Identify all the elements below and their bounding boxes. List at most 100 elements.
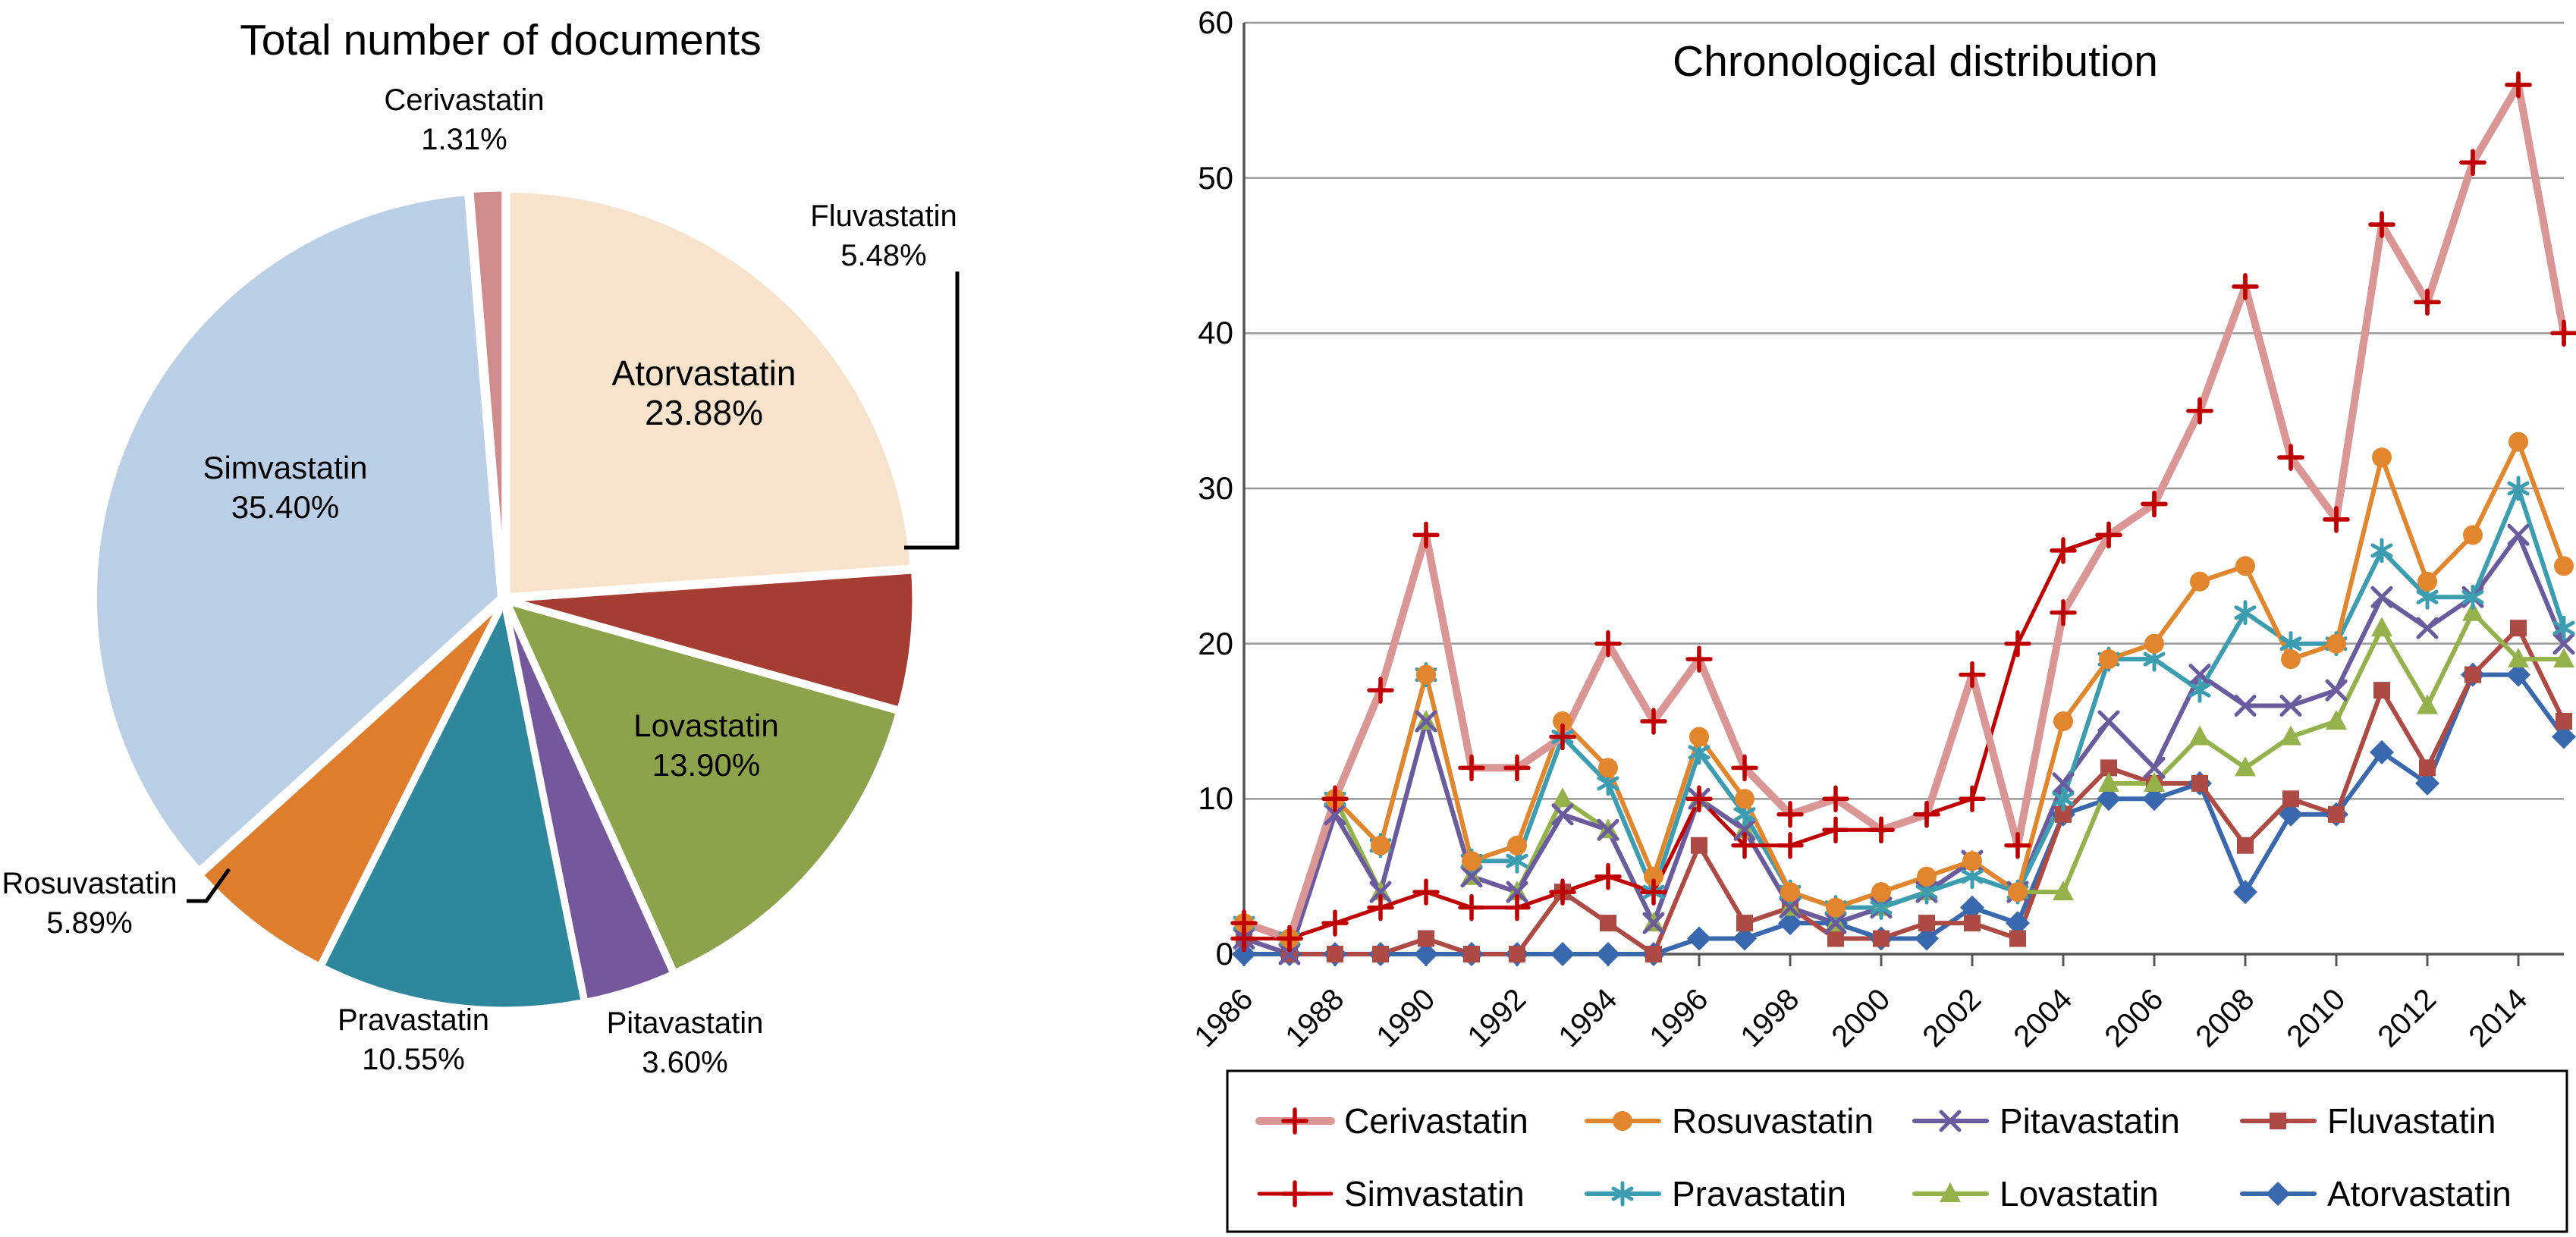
marker-cerivastatin-1996 [1685, 645, 1713, 673]
marker-simvastatin-1996 [1685, 785, 1713, 813]
marker-pitavastatin-1989 [1369, 881, 1392, 903]
y-tick-label-60: 60 [1198, 5, 1233, 40]
marker-rosuvastatin-2011 [2372, 447, 2392, 468]
marker-pitavastatin-1988 [1324, 803, 1346, 826]
series-markers-cerivastatin [1230, 71, 2576, 953]
marker-simvastatin-1989 [1367, 893, 1394, 921]
pie-chart-panel: Total number of documents Atorvastatin 23… [0, 0, 1168, 1237]
pie-slice-rosuvastatin [198, 600, 504, 969]
marker-fluvastatin-2004 [2055, 805, 2072, 823]
marker-simvastatin-1988 [1321, 909, 1349, 937]
marker-lovastatin-2012 [2417, 694, 2438, 714]
pie-value-fluvastatin: 5.48% [840, 239, 926, 272]
marker-rosuvastatin-2002 [1962, 851, 1982, 871]
marker-pitavastatin-2006 [2143, 756, 2166, 779]
marker-rosuvastatin-1993 [1553, 711, 1572, 731]
marker-fluvastatin-2003 [2009, 930, 2026, 947]
marker-atorvastatin-2005 [2097, 786, 2121, 812]
gridlines-group [1244, 21, 2564, 800]
marker-fluvastatin-2001 [1918, 915, 1935, 932]
marker-pitavastatin-2011 [2370, 586, 2393, 608]
marker-lovastatin-2004 [2053, 881, 2074, 901]
marker-pitavastatin-1998 [1779, 896, 1802, 919]
legend-label-rosuvastatin: Rosuvastatin [1672, 1101, 1874, 1141]
marker-rosuvastatin-2003 [2008, 882, 2028, 903]
legend-item-cerivastatin: Cerivastatin [1255, 1101, 1528, 1141]
marker-rosuvastatin-1991 [1462, 851, 1481, 871]
marker-cerivastatin-2011 [2368, 211, 2395, 238]
marker-cerivastatin-2006 [2141, 490, 2168, 518]
marker-cerivastatin-2008 [2232, 273, 2259, 300]
marker-atorvastatin-2002 [1960, 895, 1984, 920]
marker-rosuvastatin-1994 [1598, 758, 1618, 778]
marker-atorvastatin-2003 [2006, 911, 2030, 936]
pie-label-fluvastatin: Fluvastatin [810, 199, 957, 233]
marker-simvastatin-2003 [2004, 629, 2031, 658]
marker-simvastatin-1995 [1640, 878, 1667, 906]
marker-pravastatin-2013 [2461, 584, 2484, 610]
marker-atorvastatin-1996 [1687, 926, 1711, 951]
marker-atorvastatin-1998 [1778, 911, 1802, 936]
legend-group: Cerivastatin Rosuvastatin Pitavastatin Fluv… [1226, 1069, 2568, 1233]
x-tick-label-1996: 1996 [1643, 982, 1714, 1053]
legend-item-simvastatin: Simvastatin [1257, 1174, 1525, 1213]
pie-label-pravastatin: Pravastatin [338, 1003, 489, 1037]
marker-atorvastatin-2012 [2415, 771, 2439, 796]
marker-legend-pravastatin [1611, 1181, 1634, 1207]
marker-legend-cerivastatin [1281, 1107, 1308, 1135]
marker-pitavastatin-1992 [1506, 881, 1528, 903]
legend-item-lovastatin: Lovastatin [1912, 1174, 2159, 1213]
marker-legend-atorvastatin [2266, 1182, 2290, 1206]
marker-cerivastatin-1993 [1549, 723, 1576, 751]
series-line-cerivastatin [1240, 80, 2568, 943]
marker-simvastatin-1998 [1776, 831, 1804, 859]
pie-label-atorvastatin: Atorvastatin [612, 353, 796, 393]
marker-lovastatin-1993 [1552, 787, 1573, 808]
marker-rosuvastatin-2000 [1871, 882, 1891, 903]
pie-callout-line-rosuvastatin [187, 868, 231, 903]
marker-simvastatin-1990 [1412, 878, 1440, 906]
marker-fluvastatin-1999 [1827, 930, 1844, 947]
marker-pitavastatin-1993 [1551, 803, 1574, 826]
marker-pravastatin-2004 [2052, 786, 2075, 812]
marker-fluvastatin-1990 [1418, 930, 1434, 947]
marker-fluvastatin-1996 [1691, 837, 1707, 854]
marker-legend-fluvastatin [2270, 1113, 2286, 1129]
marker-cerivastatin-1991 [1458, 754, 1485, 782]
y-tick-label-20: 20 [1198, 626, 1233, 661]
marker-cerivastatin-1988 [1321, 785, 1349, 813]
pie-value-atorvastatin: 23.88% [645, 393, 763, 432]
legend-label-cerivastatin: Cerivastatin [1344, 1101, 1528, 1141]
marker-rosuvastatin-2006 [2144, 633, 2164, 654]
legend-item-rosuvastatin: Rosuvastatin [1585, 1101, 1874, 1141]
pie-slice-pravastatin [319, 601, 586, 1013]
marker-pitavastatin-1987 [1278, 943, 1301, 965]
marker-rosuvastatin-2008 [2235, 556, 2255, 576]
marker-pravastatin-2011 [2370, 538, 2393, 564]
legend-box [1226, 1069, 2568, 1233]
marker-fluvastatin-2012 [2419, 759, 2436, 777]
marker-cerivastatin-2007 [2186, 397, 2213, 425]
marker-rosuvastatin-2015 [2554, 556, 2574, 576]
marker-cerivastatin-1987 [1276, 925, 1303, 953]
x-tick-label-1994: 1994 [1552, 982, 1623, 1053]
legend-label-fluvastatin: Fluvastatin [2327, 1101, 2496, 1141]
marker-lovastatin-2010 [2326, 710, 2347, 730]
y-tick-label-0: 0 [1216, 936, 1233, 972]
marker-legend-pitavastatin [1939, 1110, 1962, 1132]
legend-label-lovastatin: Lovastatin [2000, 1174, 2159, 1213]
marker-pitavastatin-2012 [2416, 617, 2439, 639]
marker-simvastatin-1999 [1822, 816, 1849, 844]
tick-labels-group: 0 10 20 30 40 50 60 1986 1988 1990 1992 1994 1996 199… [1188, 5, 2534, 1053]
marker-rosuvastatin-1992 [1507, 835, 1527, 856]
marker-legend-simvastatin [1281, 1180, 1308, 1207]
marker-fluvastatin-2010 [2328, 805, 2345, 823]
pie-value-rosuvastatin: 5.89% [46, 906, 132, 940]
marker-pitavastatin-1995 [1642, 912, 1665, 934]
marker-pitavastatin-2014 [2507, 523, 2530, 546]
marker-pravastatin-2007 [2188, 677, 2211, 703]
marker-legend-lovastatin [1940, 1182, 1961, 1202]
line-chart-panel: 0 10 20 30 40 50 60 1986 1988 1990 1992 1994 1996 199… [1168, 0, 2576, 1237]
x-tick-label-2012: 2012 [2371, 982, 2442, 1053]
